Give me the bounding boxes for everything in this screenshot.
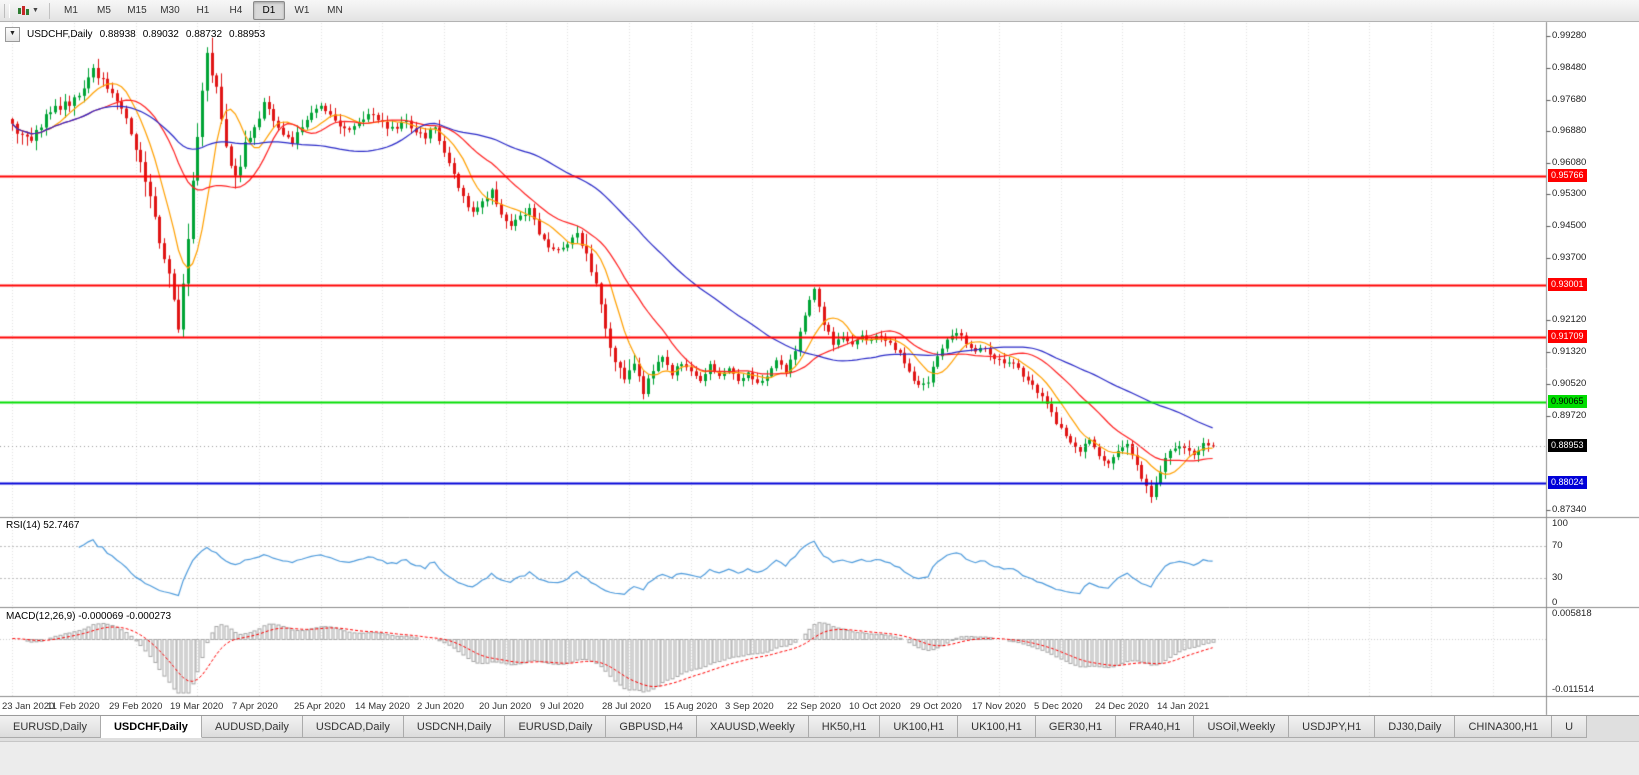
- chart-tab-xauusd-weekly[interactable]: XAUUSD,Weekly: [696, 716, 809, 738]
- date-axis-label: 19 Mar 2020: [170, 701, 224, 712]
- macd-tick-label: 0.005818: [1552, 608, 1592, 619]
- status-bar: [0, 741, 1639, 775]
- date-axis-label: 29 Oct 2020: [910, 701, 962, 712]
- rsi-tick-label: 100: [1552, 518, 1568, 529]
- timeframe-button-group: M1 M5 M15 M30 H1 H4 D1 W1 MN: [55, 1, 351, 20]
- ohlc-low: 0.88732: [185, 29, 223, 40]
- date-axis-label: 11 Feb 2020: [47, 701, 100, 712]
- price-tick-label: 0.95300: [1552, 188, 1587, 199]
- date-axis-label: 25 Apr 2020: [294, 701, 346, 712]
- ohlc-open: 0.88938: [99, 29, 136, 40]
- toolbar: ▼ M1 M5 M15 M30 H1 H4 D1 W1 MN: [0, 0, 1639, 22]
- timeframe-button-h1[interactable]: H1: [196, 5, 210, 16]
- chart-tab-china300-h1[interactable]: CHINA300,H1: [1455, 716, 1553, 738]
- chart-symbol-label: USDCHF,Daily: [27, 29, 93, 40]
- date-axis-label: 2 Jun 2020: [417, 701, 465, 712]
- timeframe-button-m15[interactable]: M15: [127, 5, 147, 16]
- chart-tab-usdjpy-h1[interactable]: USDJPY,H1: [1289, 716, 1376, 738]
- price-tick-label: 0.91320: [1552, 346, 1587, 357]
- chart-tab-eurusd-daily[interactable]: EURUSD,Daily: [0, 716, 101, 738]
- chart-tab-dj30-daily[interactable]: DJ30,Daily: [1375, 716, 1456, 738]
- date-axis-label: 23 Jan 2020: [2, 701, 55, 712]
- chart-tab-usdchf-daily[interactable]: USDCHF,Daily: [100, 716, 202, 738]
- toolbar-grip[interactable]: [4, 3, 10, 18]
- date-axis-label: 3 Sep 2020: [725, 701, 774, 712]
- price-tick-label: 0.99280: [1552, 30, 1587, 41]
- date-axis-label: 24 Dec 2020: [1095, 701, 1149, 712]
- date-axis-label: 14 May 2020: [355, 701, 410, 712]
- rsi-indicator-label: RSI(14) 52.7467: [6, 520, 80, 531]
- toolbar-separator: [48, 2, 50, 19]
- rsi-panel-separator[interactable]: [0, 515, 1639, 520]
- chart-tab-bar: EURUSD,Daily USDCHF,Daily AUDUSD,Daily USDC…: [0, 715, 1639, 741]
- timeframe-button-w1[interactable]: W1: [294, 5, 310, 16]
- timeframe-button-m5[interactable]: M5: [96, 5, 111, 16]
- hline-price-label: 0.95766: [1548, 169, 1587, 182]
- chart-tab-uk100-h1[interactable]: UK100,H1: [958, 716, 1036, 738]
- chart-tab-usdcad-daily[interactable]: USDCAD,Daily: [302, 716, 404, 738]
- chart-tab-hk50-h1[interactable]: HK50,H1: [808, 716, 881, 738]
- date-axis-label: 15 Aug 2020: [664, 701, 718, 712]
- date-axis-label: 5 Dec 2020: [1034, 701, 1083, 712]
- date-axis-label: 28 Jul 2020: [602, 701, 652, 712]
- date-axis-label: 17 Nov 2020: [972, 701, 1026, 712]
- candlestick-chart-icon: [18, 5, 29, 15]
- date-axis-label: 9 Jul 2020: [540, 701, 584, 712]
- date-axis-label: 7 Apr 2020: [232, 701, 278, 712]
- price-tick-label: 0.98480: [1552, 62, 1587, 73]
- price-tick-label: 0.89720: [1552, 410, 1587, 421]
- timeframe-button-m30[interactable]: M30: [160, 5, 180, 16]
- date-axis-label: 10 Oct 2020: [849, 701, 901, 712]
- ohlc-high: 0.89032: [142, 29, 179, 40]
- macd-panel-separator[interactable]: [0, 605, 1639, 610]
- chart-tab-u[interactable]: U: [1552, 716, 1588, 738]
- date-axis-label: 14 Jan 2021: [1157, 701, 1210, 712]
- chart-tab-eurusd-daily[interactable]: EURUSD,Daily: [505, 716, 607, 738]
- price-axis[interactable]: [1547, 22, 1639, 697]
- price-tick-label: 0.92120: [1552, 314, 1587, 325]
- price-tick-label: 0.90520: [1552, 378, 1587, 389]
- price-tick-label: 0.97680: [1552, 94, 1587, 105]
- chart-tab-usdcnh-daily[interactable]: USDCNH,Daily: [403, 716, 506, 738]
- macd-indicator-label: MACD(12,26,9) -0.000069 -0.000273: [6, 611, 172, 622]
- chart-period-icon[interactable]: ▼: [14, 4, 42, 18]
- hline-price-label: 0.93001: [1548, 278, 1587, 291]
- current-price-label: 0.88953: [1548, 439, 1587, 452]
- rsi-tick-label: 70: [1552, 540, 1563, 551]
- hline-price-label: 0.91709: [1548, 330, 1587, 343]
- price-tick-label: 0.87340: [1552, 504, 1587, 515]
- chart-tabs: EURUSD,Daily USDCHF,Daily AUDUSD,Daily USDC…: [0, 716, 1588, 738]
- ohlc-close: 0.88953: [229, 29, 266, 40]
- chart-tab-gbpusd-h4[interactable]: GBPUSD,H4: [606, 716, 697, 738]
- macd-tick-label: -0.011514: [1552, 684, 1595, 695]
- date-axis-label: 22 Sep 2020: [787, 701, 841, 712]
- price-tick-label: 0.93700: [1552, 252, 1587, 263]
- timeframe-button-m1[interactable]: M1: [63, 5, 78, 16]
- date-axis-label: 20 Jun 2020: [479, 701, 532, 712]
- timeframe-button-mn[interactable]: MN: [327, 5, 343, 16]
- price-tick-label: 0.96080: [1552, 157, 1587, 168]
- chart-tab-audusd-daily[interactable]: AUDUSD,Daily: [201, 716, 303, 738]
- hline-price-label: 0.90065: [1548, 395, 1587, 408]
- timeframe-button-d1[interactable]: D1: [252, 1, 285, 20]
- chart-tab-ger30-h1[interactable]: GER30,H1: [1035, 716, 1117, 738]
- rsi-tick-label: 0: [1552, 597, 1558, 608]
- price-tick-label: 0.94500: [1552, 220, 1587, 231]
- price-tick-label: 0.96880: [1552, 125, 1587, 136]
- timeframe-button-h4[interactable]: H4: [229, 5, 243, 16]
- chart-tab-usoil-weekly[interactable]: USOil,Weekly: [1194, 716, 1290, 738]
- hline-price-label: 0.88024: [1548, 476, 1587, 489]
- rsi-tick-label: 30: [1552, 572, 1563, 583]
- chevron-down-icon: ▼: [32, 7, 39, 14]
- chart-tab-uk100-h1[interactable]: UK100,H1: [880, 716, 959, 738]
- date-axis-label: 29 Feb 2020: [109, 701, 163, 712]
- symbol-dropdown-button[interactable]: ▼: [5, 27, 20, 42]
- chart-title-overlay: ▼ USDCHF,Daily 0.88938 0.89032 0.88732 0…: [5, 27, 265, 42]
- chart-tab-fra40-h1[interactable]: FRA40,H1: [1116, 716, 1195, 738]
